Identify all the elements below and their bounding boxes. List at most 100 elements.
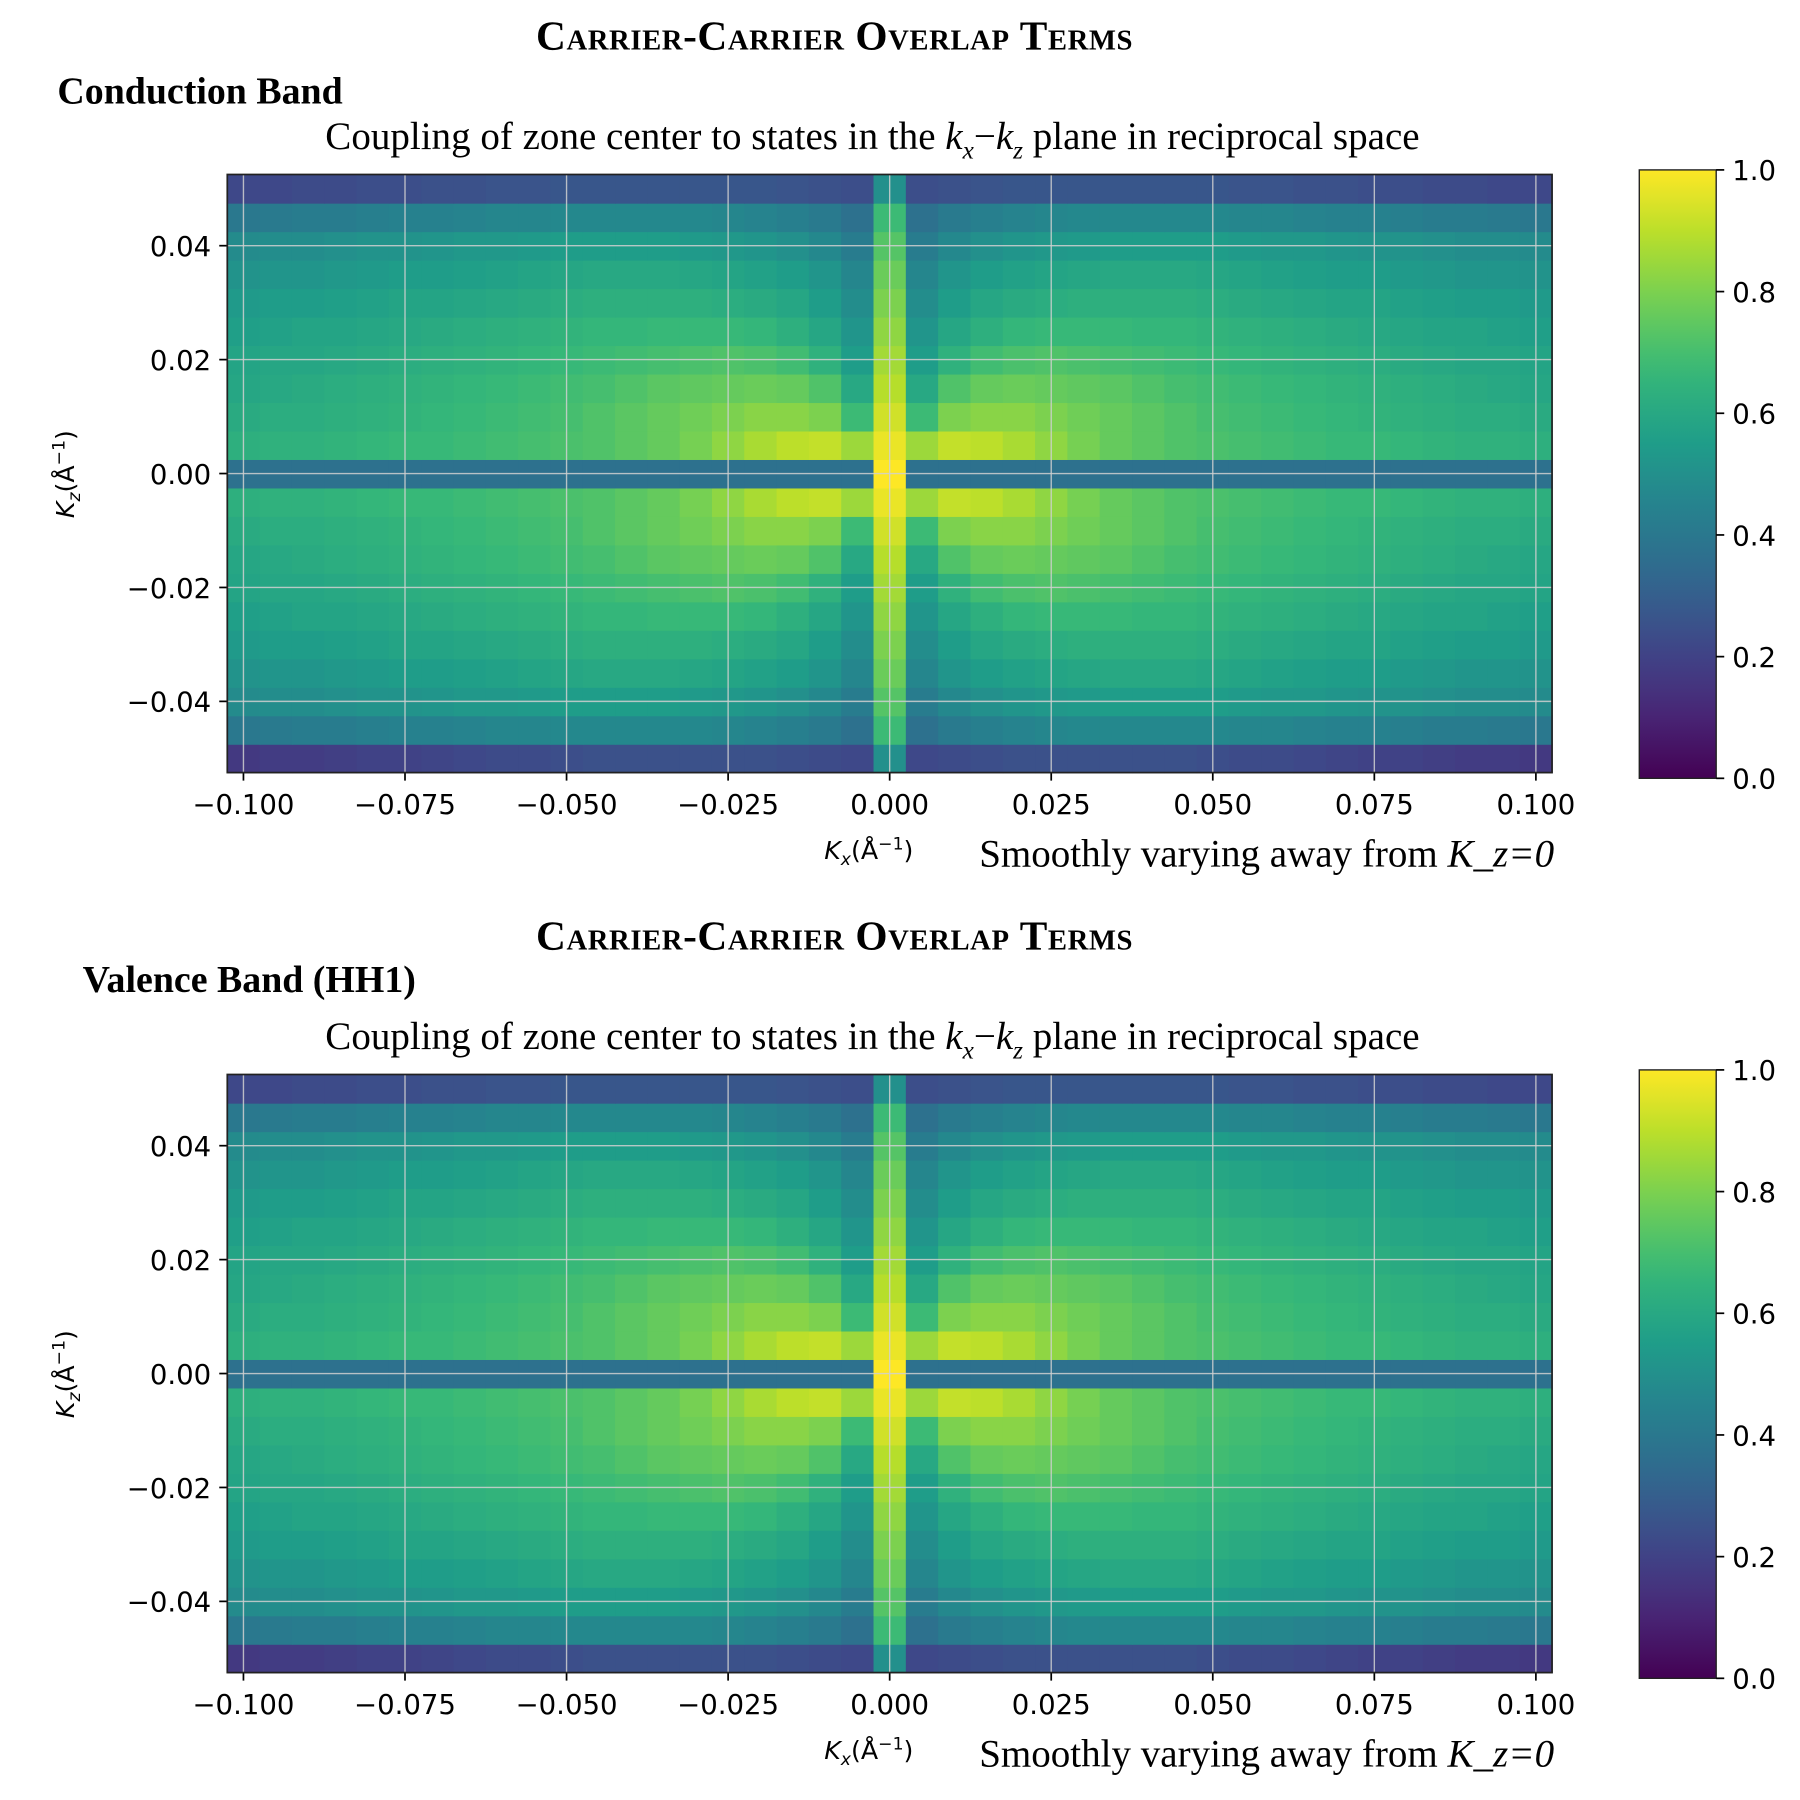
band-title: Conduction Band — [57, 71, 343, 113]
heatmap-cell — [615, 1159, 649, 1190]
xlabel-sub: x — [840, 1749, 852, 1770]
heatmap-cell — [1067, 1615, 1101, 1645]
heatmap-cell — [582, 1530, 616, 1560]
xlabel-exp: −1 — [878, 1733, 904, 1755]
heatmap-cell — [1422, 1387, 1456, 1417]
heatmap-cell — [485, 430, 519, 460]
heatmap-cell — [1422, 1558, 1456, 1588]
x-tick-label: −0.050 — [516, 789, 618, 821]
heatmap-cell — [1099, 1558, 1133, 1588]
heatmap-cell — [841, 1444, 875, 1474]
heatmap-cell — [421, 288, 455, 318]
heatmap-cell — [1132, 202, 1166, 233]
heatmap-cell — [1132, 402, 1166, 432]
heatmap-cell — [1132, 174, 1166, 204]
heatmap-cell — [1325, 1216, 1359, 1247]
heatmap-cell — [324, 1558, 358, 1588]
heatmap-cell — [1228, 1444, 1262, 1474]
heatmap-cell — [485, 1159, 519, 1190]
heatmap-cell — [970, 516, 1004, 546]
heatmap-cell — [1099, 1501, 1133, 1531]
heatmap-cell — [1099, 1074, 1133, 1104]
heatmap-cell — [1455, 1330, 1489, 1360]
heatmap-cell — [905, 1159, 939, 1190]
heatmap-cell — [1390, 544, 1424, 574]
heatmap-cell — [1261, 516, 1295, 546]
y-tick-label: −0.04 — [127, 1587, 211, 1619]
heatmap-cell — [1067, 544, 1101, 574]
x-tick-label: 0.025 — [1012, 789, 1091, 821]
heatmap-cell — [776, 1330, 810, 1360]
heatmap-cell — [647, 1387, 681, 1417]
heatmap-cell — [421, 402, 455, 432]
heatmap-cell — [1422, 1444, 1456, 1474]
heatmap-cell — [1132, 601, 1166, 631]
heatmap-cell — [1487, 259, 1521, 290]
heatmap-cell — [518, 1530, 552, 1560]
heatmap-cell — [453, 1530, 487, 1560]
heatmap-cell — [259, 1615, 293, 1645]
heatmap-cell — [518, 630, 552, 660]
heatmap-cell — [485, 630, 519, 660]
heatmap-cell — [1067, 259, 1101, 290]
heatmap-cell — [324, 1273, 358, 1304]
heatmap-cell — [744, 487, 778, 517]
heatmap-cell — [905, 1444, 939, 1474]
heatmap-cell — [808, 1188, 842, 1218]
heatmap-cell — [1293, 1444, 1327, 1474]
heatmap-cell — [291, 1501, 325, 1531]
heatmap-cell — [776, 402, 810, 432]
heatmap-cell — [679, 1416, 713, 1446]
heatmap-cell — [744, 601, 778, 631]
heatmap-cell — [647, 630, 681, 660]
heatmap-cell — [1293, 174, 1327, 204]
heatmap-cell — [1293, 658, 1327, 688]
xlabel-unit: (Å — [851, 1737, 879, 1766]
heatmap-cell — [259, 402, 293, 432]
heatmap-cell — [1067, 1644, 1101, 1674]
heatmap-cell — [905, 1102, 939, 1133]
colorbar-tick-label: 0.4 — [1732, 520, 1776, 552]
heatmap-cell — [1293, 288, 1327, 318]
heatmap-cell — [259, 1387, 293, 1417]
heatmap-cell — [324, 658, 358, 688]
heatmap-cell — [1067, 316, 1101, 347]
heatmap-cell — [1390, 430, 1424, 460]
heatmap-cell — [970, 1302, 1004, 1332]
heatmap-cell — [647, 430, 681, 460]
colorbar-tick-label: 0.0 — [1732, 764, 1776, 796]
heatmap-cell — [259, 487, 293, 517]
heatmap-cell — [1422, 373, 1456, 404]
heatmap-cell — [291, 1273, 325, 1304]
heatmap-cell — [1487, 1558, 1521, 1588]
heatmap-cell — [970, 1615, 1004, 1645]
heatmap-cell — [776, 744, 810, 774]
heatmap-cell — [324, 430, 358, 460]
heatmap-cell — [1325, 715, 1359, 745]
heatmap-cell — [1261, 1615, 1295, 1645]
heatmap-cell — [1325, 1302, 1359, 1332]
x-tick-label: −0.050 — [516, 1689, 618, 1721]
heatmap-cell — [808, 1416, 842, 1446]
heatmap-cell — [291, 658, 325, 688]
annotation: Smoothly varying away from K_z=0 — [979, 833, 1554, 877]
heatmap-cell — [1067, 487, 1101, 517]
heatmap-cell — [776, 544, 810, 574]
heatmap-cell — [1325, 1159, 1359, 1190]
heatmap-cell — [1261, 1273, 1295, 1304]
heatmap-cell — [1455, 1387, 1489, 1417]
heatmap-cell — [647, 1416, 681, 1446]
heatmap-cell — [1390, 1444, 1424, 1474]
heatmap-cell — [1261, 1501, 1295, 1531]
heatmap-cell — [356, 1387, 390, 1417]
heatmap-cell — [744, 1644, 778, 1674]
heatmap-cell — [938, 715, 972, 745]
heatmap-cell — [421, 174, 455, 204]
heatmap-cell — [1228, 288, 1262, 318]
heatmap-cell — [356, 1074, 390, 1104]
heatmap-cell — [453, 1644, 487, 1674]
heatmap-cell — [1164, 630, 1198, 660]
heatmap-cell — [1164, 1387, 1198, 1417]
heatmap-cell — [841, 316, 875, 347]
heatmap-cell — [841, 430, 875, 460]
